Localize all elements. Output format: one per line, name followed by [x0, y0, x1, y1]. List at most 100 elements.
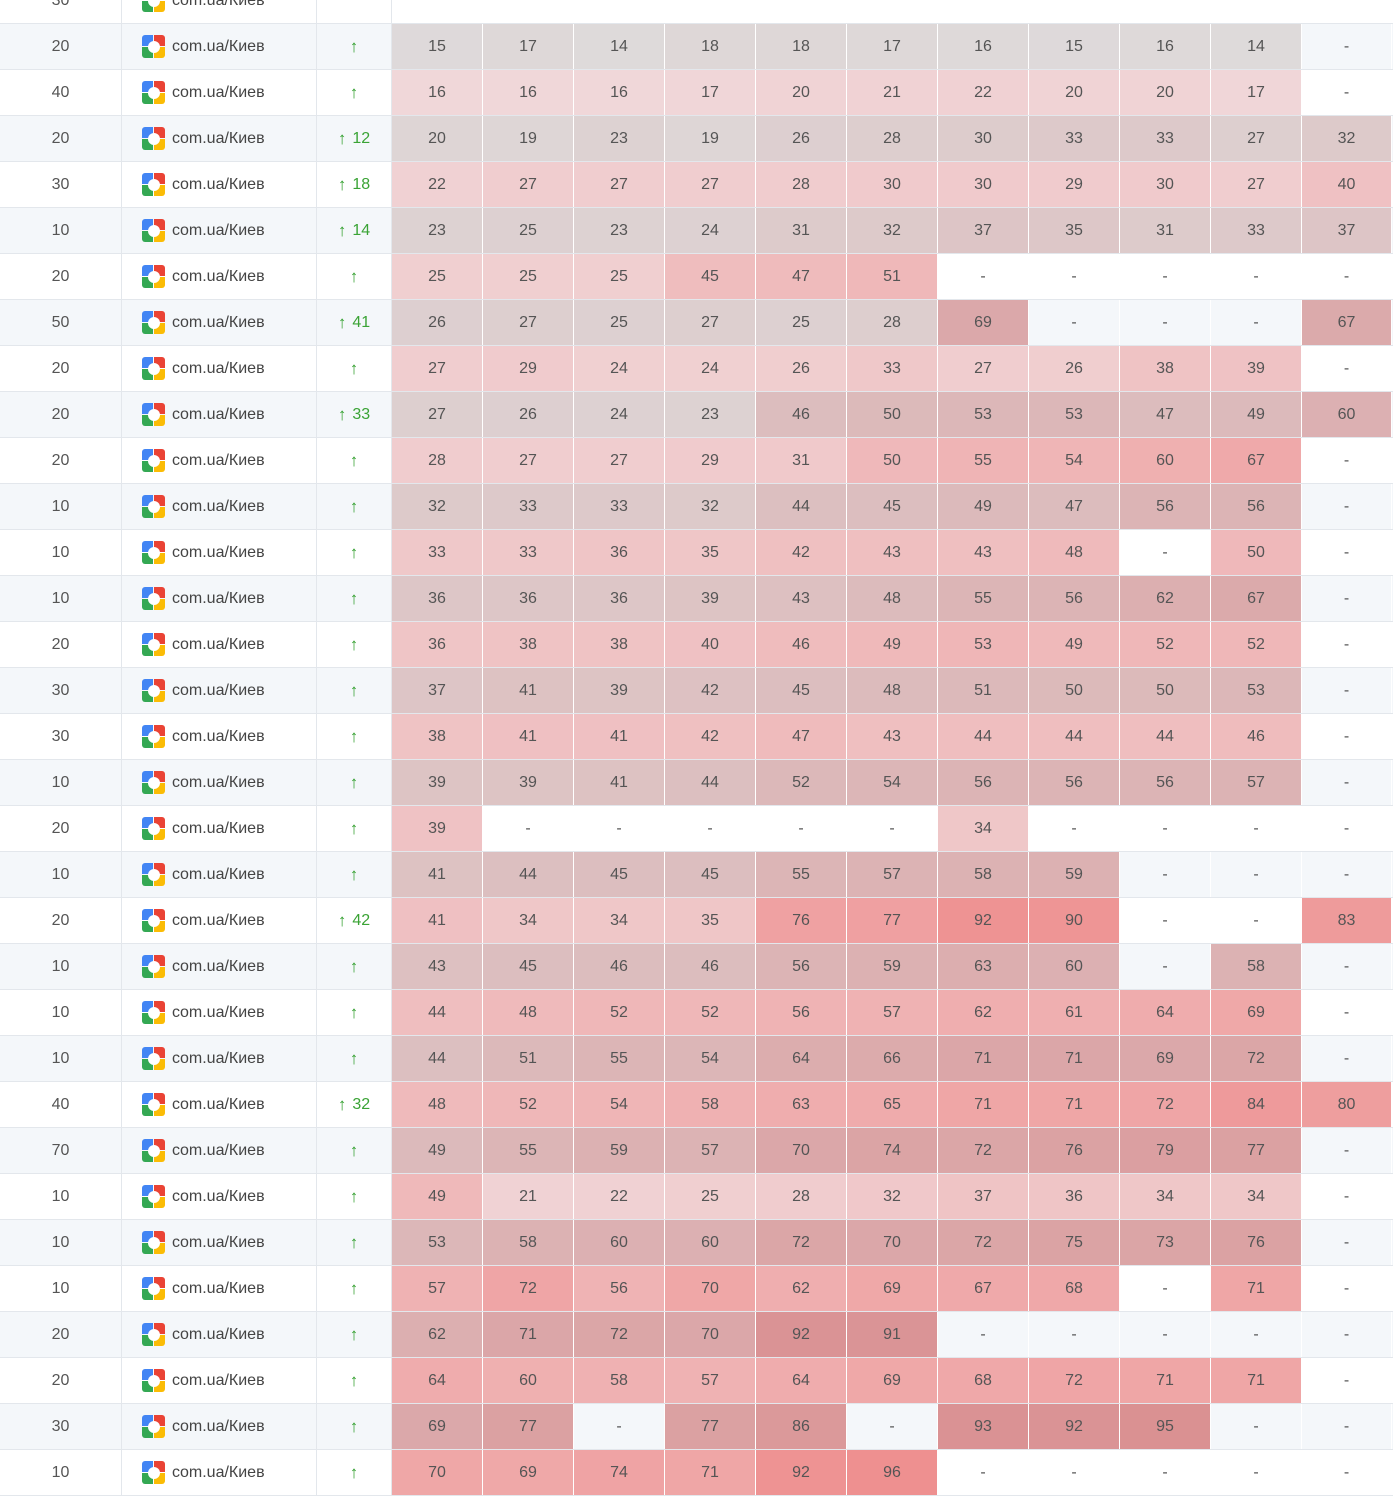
position-cell: 61 — [1029, 990, 1120, 1035]
dynamics-cell: ↑ 14 — [317, 208, 392, 253]
dynamics-value: 32 — [352, 1095, 371, 1113]
position-cell: 53 — [392, 1220, 483, 1265]
position-cell: 50 — [1120, 668, 1211, 713]
position-cell: - — [1120, 530, 1211, 575]
engine-label: com.ua/Киев — [172, 129, 265, 147]
search-engine-cell: com.ua/Киев — [122, 1358, 317, 1403]
google-maps-icon — [142, 1046, 166, 1071]
position-cell: - — [1211, 1312, 1302, 1357]
position-cell: 58 — [574, 1358, 665, 1403]
position-cell: - — [1120, 1266, 1211, 1311]
frequency-cell: 40 — [0, 70, 122, 115]
engine-label: com.ua/Киев — [172, 405, 265, 423]
position-cell: - — [1029, 254, 1120, 299]
position-cell: 60 — [483, 1358, 574, 1403]
position-cell: - — [1029, 806, 1120, 851]
position-cell: 92 — [1029, 1404, 1120, 1449]
position-cell: 67 — [1211, 438, 1302, 483]
position-cell: - — [1211, 300, 1302, 345]
position-cell: 56 — [1029, 760, 1120, 805]
search-engine-cell: com.ua/Киев — [122, 760, 317, 805]
position-cell: 51 — [847, 254, 938, 299]
position-cell: 36 — [574, 576, 665, 621]
position-cell: 70 — [756, 1128, 847, 1173]
position-cell: 27 — [574, 438, 665, 483]
table-row: 10 com.ua/Киев ↑ 57 72 56 70 62 69 67 68-71- — [0, 1266, 1393, 1312]
table-row: 30 com.ua/Киев ↑ 69 77-77 86-93 92 95- - — [0, 1404, 1393, 1450]
position-cell: 60 — [1029, 944, 1120, 989]
frequency-cell: 30 — [0, 162, 122, 207]
google-maps-icon — [142, 34, 166, 59]
google-maps-icon — [142, 402, 166, 427]
position-cell: 48 — [847, 668, 938, 713]
arrow-up-icon: ↑ — [349, 36, 359, 56]
position-cell: - — [1120, 1312, 1211, 1357]
google-maps-icon — [142, 264, 166, 289]
position-cell: 70 — [392, 1450, 483, 1495]
position-cell: 59 — [847, 944, 938, 989]
position-cell: 20 — [1120, 70, 1211, 115]
google-maps-icon — [142, 218, 166, 243]
position-cell: 55 — [483, 1128, 574, 1173]
table-row: 50 com.ua/Киев ↑ 41 26 27 25 27 25 28 69- - -67 — [0, 300, 1393, 346]
position-cell: 49 — [938, 484, 1029, 529]
position-cell: 60 — [574, 1220, 665, 1265]
dynamics-cell: ↑ — [317, 438, 392, 483]
search-engine-cell: com.ua/Киев — [122, 898, 317, 943]
google-maps-icon — [142, 632, 166, 657]
position-cell: 58 — [483, 1220, 574, 1265]
position-cell: 57 — [665, 1128, 756, 1173]
position-cell: 36 — [483, 576, 574, 621]
position-cell: 55 — [756, 852, 847, 897]
position-cell: - — [756, 806, 847, 851]
position-cell: 28 — [756, 1174, 847, 1219]
position-cell — [1029, 0, 1120, 23]
search-engine-cell: com.ua/Киев — [122, 392, 317, 437]
engine-label: com.ua/Киев — [172, 635, 265, 653]
position-cell: 27 — [483, 162, 574, 207]
position-cell: 72 — [756, 1220, 847, 1265]
position-cell: - — [847, 806, 938, 851]
dynamics-cell: ↑ 41 — [317, 300, 392, 345]
position-cell: 50 — [1211, 530, 1302, 575]
dynamics-cell: ↑ — [317, 668, 392, 713]
position-cell: 91 — [847, 1312, 938, 1357]
dynamics-value: 33 — [352, 405, 371, 423]
google-maps-icon — [142, 0, 166, 13]
position-cell: 27 — [483, 300, 574, 345]
arrow-up-icon: ↑ — [349, 82, 359, 102]
position-cell: 36 — [574, 530, 665, 575]
position-cell: 17 — [665, 70, 756, 115]
arrow-up-icon: ↑ — [349, 588, 359, 608]
search-engine-cell: com.ua/Киев — [122, 116, 317, 161]
table-row: 20 com.ua/Киев ↑ 33 27 26 24 23 46 50 53 53 47 49 60 — [0, 392, 1393, 438]
position-cell: - — [1211, 806, 1302, 851]
position-cell: 18 — [756, 24, 847, 69]
dynamics-cell: ↑ — [317, 1404, 392, 1449]
position-cell: 26 — [756, 116, 847, 161]
engine-label: com.ua/Киев — [172, 1233, 265, 1251]
frequency-cell: 30 — [0, 668, 122, 713]
arrow-up-icon: ↑ — [349, 818, 359, 838]
frequency-cell: 20 — [0, 116, 122, 161]
google-maps-icon — [142, 1138, 166, 1163]
frequency-cell: 10 — [0, 530, 122, 575]
frequency-cell: 10 — [0, 1266, 122, 1311]
position-cell — [938, 0, 1029, 23]
position-cell: 49 — [392, 1174, 483, 1219]
position-cell: 56 — [938, 760, 1029, 805]
position-cell: 72 — [483, 1266, 574, 1311]
position-cell: 19 — [483, 116, 574, 161]
position-cell: 16 — [574, 70, 665, 115]
position-cell: 44 — [756, 484, 847, 529]
engine-label: com.ua/Киев — [172, 1463, 265, 1481]
position-cell: 71 — [938, 1082, 1029, 1127]
position-cell: 46 — [665, 944, 756, 989]
search-engine-cell: com.ua/Киев — [122, 1220, 317, 1265]
arrow-up-icon: ↑ — [349, 1048, 359, 1068]
position-cell: 29 — [1029, 162, 1120, 207]
position-cell: 30 — [938, 162, 1029, 207]
arrow-up-icon: ↑ — [349, 1186, 359, 1206]
google-maps-icon — [142, 494, 166, 519]
arrow-up-icon: ↑ — [349, 864, 359, 884]
